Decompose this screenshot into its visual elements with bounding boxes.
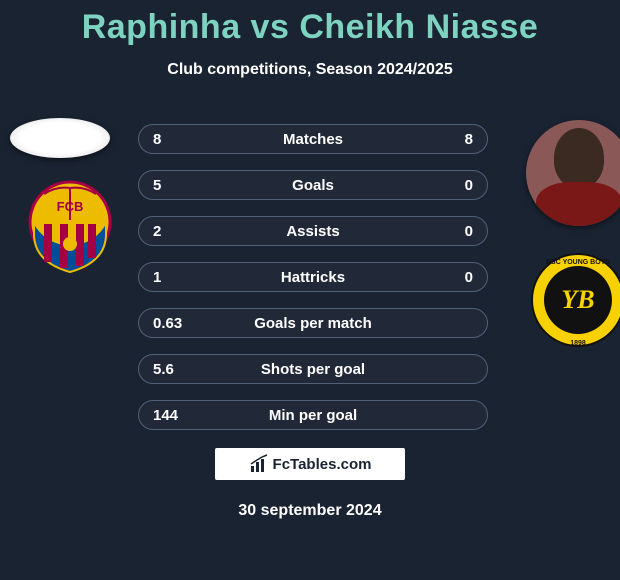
stat-left-value: 1 <box>153 269 161 286</box>
site-logo: FcTables.com <box>215 448 405 480</box>
svg-text:YB: YB <box>561 285 594 314</box>
stat-label: Shots per goal <box>139 361 487 378</box>
stat-row: 8 Matches 8 <box>138 124 488 154</box>
page-title: Raphinha vs Cheikh Niasse <box>0 0 620 47</box>
stat-label: Goals per match <box>139 315 487 332</box>
stat-row: 0.63 Goals per match <box>138 308 488 338</box>
svg-text:1898: 1898 <box>570 340 586 347</box>
stat-row: 144 Min per goal <box>138 400 488 430</box>
stat-row: 1 Hattricks 0 <box>138 262 488 292</box>
stat-label: Assists <box>139 223 487 240</box>
stats-table: 8 Matches 8 5 Goals 0 2 Assists 0 1 Hatt… <box>138 124 488 446</box>
stat-row: 5 Goals 0 <box>138 170 488 200</box>
player-right-avatar <box>526 120 620 226</box>
stat-left-value: 8 <box>153 131 161 148</box>
club-left-badge: FCB <box>20 178 120 278</box>
stat-label: Goals <box>139 177 487 194</box>
stat-left-value: 2 <box>153 223 161 240</box>
stat-right-value: 0 <box>465 177 473 194</box>
subtitle: Club competitions, Season 2024/2025 <box>0 61 620 79</box>
stat-right-value: 0 <box>465 269 473 286</box>
stat-row: 2 Assists 0 <box>138 216 488 246</box>
stat-label: Hattricks <box>139 269 487 286</box>
stat-row: 5.6 Shots per goal <box>138 354 488 384</box>
stat-right-value: 8 <box>465 131 473 148</box>
stat-left-value: 144 <box>153 407 178 424</box>
stat-right-value: 0 <box>465 223 473 240</box>
stat-left-value: 0.63 <box>153 315 182 332</box>
stat-label: Min per goal <box>139 407 487 424</box>
chart-icon <box>249 454 269 474</box>
date-label: 30 september 2024 <box>0 502 620 520</box>
stat-left-value: 5 <box>153 177 161 194</box>
club-right-badge: YB BSC YOUNG BOYS 1898 <box>528 250 620 350</box>
svg-text:BSC YOUNG BOYS: BSC YOUNG BOYS <box>546 259 610 266</box>
stat-left-value: 5.6 <box>153 361 174 378</box>
stat-label: Matches <box>139 131 487 148</box>
player-left-avatar <box>10 118 110 158</box>
site-logo-text: FcTables.com <box>273 456 372 473</box>
